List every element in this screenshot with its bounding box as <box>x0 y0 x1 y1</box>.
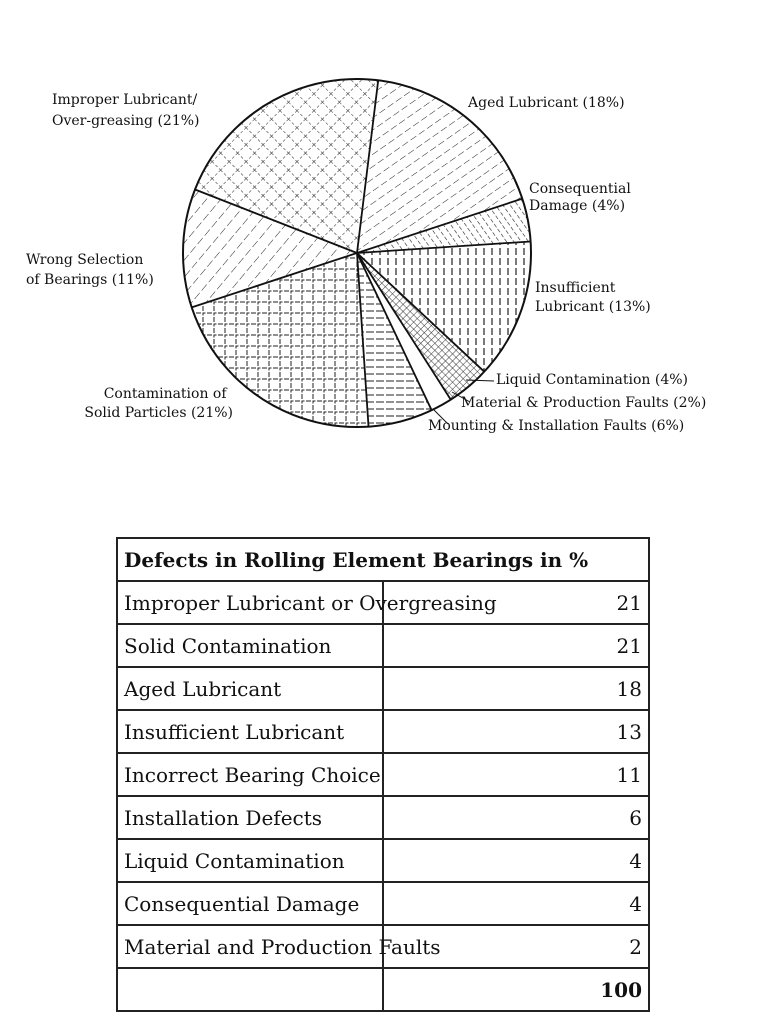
row-label: Consequential Damage <box>116 881 384 926</box>
table-title: Defects in Rolling Element Bearings in % <box>116 537 650 582</box>
pie-slice-6 <box>191 253 369 428</box>
table-row: Consequential Damage 4 <box>116 881 650 926</box>
row-value: 21 <box>382 580 650 625</box>
row-label: Aged Lubricant <box>116 666 384 711</box>
label-material-production-faults: Material & Production Faults (2%) <box>461 395 706 411</box>
slice-divider <box>356 240 531 254</box>
label-wrong-selection: Wrong Selection of Bearings (11%) <box>26 252 154 288</box>
slice-divider <box>194 188 358 254</box>
table-row: Liquid Contamination 4 <box>116 838 650 883</box>
label-improper-lubricant: Improper Lubricant/ Over-greasing (21%) <box>52 92 202 129</box>
pie-slice-8 <box>195 79 379 253</box>
pie-slice-3 <box>357 253 485 400</box>
label-mounting-installation-faults: Mounting & Installation Faults (6%) <box>428 418 684 434</box>
leader-line-liquid <box>465 379 495 382</box>
pie-chart: Aged Lubricant (18%) Consequential Damag… <box>26 78 706 434</box>
row-label: Solid Contamination <box>116 623 384 668</box>
row-label: Liquid Contamination <box>116 838 384 883</box>
slice-divider <box>356 197 523 254</box>
label-liquid-contamination: Liquid Contamination (4%) <box>496 372 688 388</box>
defects-table: Defects in Rolling Element Bearings in %… <box>116 537 650 1012</box>
table-row: Material and Production Faults 2 <box>116 924 650 969</box>
table-row: Improper Lubricant or Overgreasing 21 <box>116 580 650 625</box>
total-row: 100 <box>116 967 650 1012</box>
total-value: 100 <box>382 967 650 1012</box>
pie-slice-5 <box>357 253 432 427</box>
total-label <box>116 967 384 1012</box>
slice-divider <box>356 252 485 373</box>
slice-divider <box>356 252 452 401</box>
pie-outline <box>182 78 532 428</box>
row-value: 2 <box>382 924 650 969</box>
row-value: 13 <box>382 709 650 754</box>
pie-slice-7 <box>182 189 357 308</box>
slice-divider <box>191 252 358 309</box>
slice-divider <box>356 252 433 411</box>
table-row: Incorrect Bearing Choice 11 <box>116 752 650 797</box>
slice-dividers <box>191 80 531 427</box>
row-label: Incorrect Bearing Choice <box>116 752 384 797</box>
row-value: 6 <box>382 795 650 840</box>
pie-slice-0 <box>357 80 523 253</box>
row-label: Installation Defects <box>116 795 384 840</box>
table-row: Aged Lubricant 18 <box>116 666 650 711</box>
slice-divider <box>356 252 370 427</box>
label-insufficient-lubricant: Insufficient Lubricant (13%) <box>535 280 651 315</box>
table-row: Insufficient Lubricant 13 <box>116 709 650 754</box>
row-label: Insufficient Lubricant <box>116 709 384 754</box>
slice-divider <box>356 80 380 254</box>
label-solid-particles: Contamination of Solid Particles (21%) <box>84 386 233 421</box>
pie-slice-4 <box>357 253 451 411</box>
row-label: Improper Lubricant or Overgreasing <box>116 580 497 625</box>
table-header-row: Defects in Rolling Element Bearings in % <box>116 537 650 582</box>
row-label: Material and Production Faults <box>116 924 441 969</box>
row-value: 11 <box>382 752 650 797</box>
row-value: 18 <box>382 666 650 711</box>
label-aged-lubricant: Aged Lubricant (18%) <box>467 95 625 111</box>
row-value: 21 <box>382 623 650 668</box>
label-consequential-damage: Consequential Damage (4%) <box>529 181 635 214</box>
pie-slice-2 <box>357 241 532 372</box>
row-value: 4 <box>382 838 650 883</box>
table-row: Installation Defects 6 <box>116 795 650 840</box>
row-value: 4 <box>382 881 650 926</box>
leader-line-material <box>451 391 471 403</box>
table-row: Solid Contamination 21 <box>116 623 650 668</box>
leader-line-mounting <box>433 409 449 425</box>
